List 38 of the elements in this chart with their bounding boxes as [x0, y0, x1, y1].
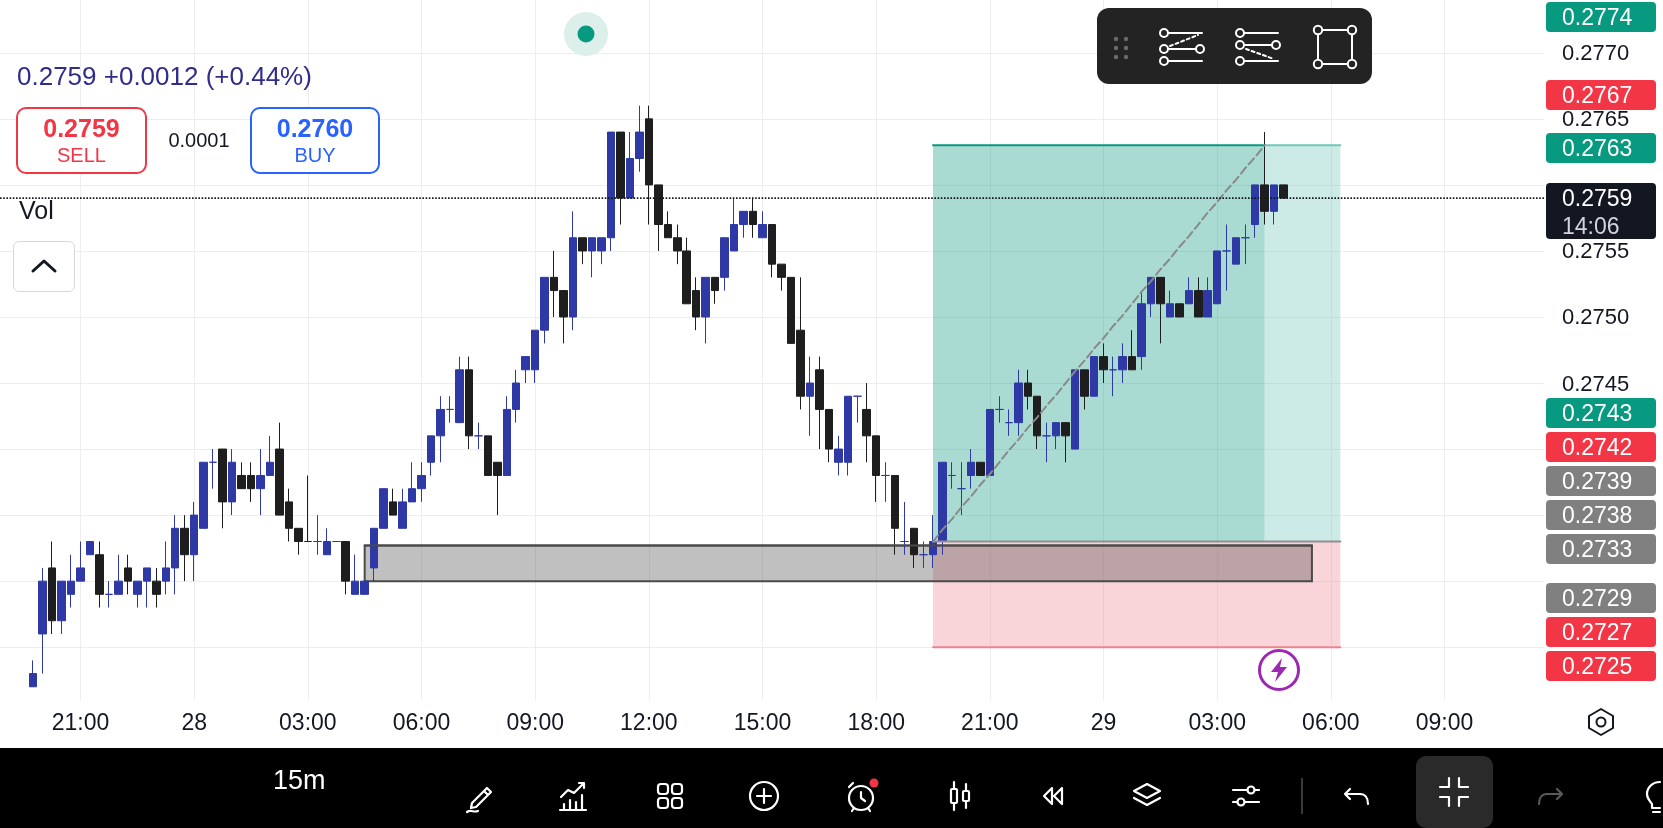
text: 0.2743	[1562, 399, 1634, 428]
x-tick-label: 18:00	[847, 708, 905, 735]
x-tick-label: 28	[181, 708, 207, 735]
text: 0.2759 +0.0012 (+0.44%)	[17, 61, 312, 91]
annotation: 0.2760	[275, 113, 355, 143]
bottom-toolbar: 15m	[0, 748, 1663, 828]
x-tick-label: 21:00	[51, 708, 110, 735]
x-tick-label: 06:00	[392, 708, 451, 735]
text: 0.2727	[1562, 618, 1634, 647]
x-tick-label: 12:00	[620, 708, 678, 735]
annotation: Vol	[19, 195, 54, 225]
text: 0.2774	[1562, 3, 1634, 32]
text: 0.2733	[1562, 535, 1634, 564]
x-tick-label: 21:00	[961, 708, 1019, 735]
annotation: SELL	[56, 143, 107, 167]
annotation: 0.2759	[42, 113, 121, 143]
text: 0.2742	[1562, 433, 1634, 462]
y-tick-label: 0.2770	[1562, 40, 1630, 66]
x-tick-label: 03:00	[279, 708, 337, 735]
annotation: 0.0001	[167, 128, 231, 152]
text: 0.2763	[1562, 134, 1634, 163]
text: 0.2738	[1562, 501, 1634, 530]
x-tick-label: 29	[1090, 708, 1117, 735]
text: 0.2739	[1562, 467, 1634, 496]
text: 0.2725	[1562, 652, 1634, 681]
buy-button: 0.2760 BUY	[250, 107, 380, 174]
y-tick-label: 0.2750	[1562, 304, 1630, 330]
text: 0.2729	[1562, 584, 1634, 613]
sell-button: 0.2759 SELL	[16, 107, 147, 174]
x-tick-label: 06:00	[1302, 708, 1360, 735]
x-tick-label: 09:00	[1415, 708, 1474, 735]
annotation: BUY	[293, 143, 337, 167]
ref-line-label: 0.2759 14:06	[1562, 184, 1634, 240]
x-tick-label: 15:00	[733, 708, 792, 735]
y-tick-label: 0.2755	[1562, 238, 1630, 264]
y-tick-label: 0.2745	[1562, 370, 1630, 396]
x-tick-label: 09:00	[506, 708, 564, 735]
x-tick-label: 03:00	[1188, 708, 1246, 735]
